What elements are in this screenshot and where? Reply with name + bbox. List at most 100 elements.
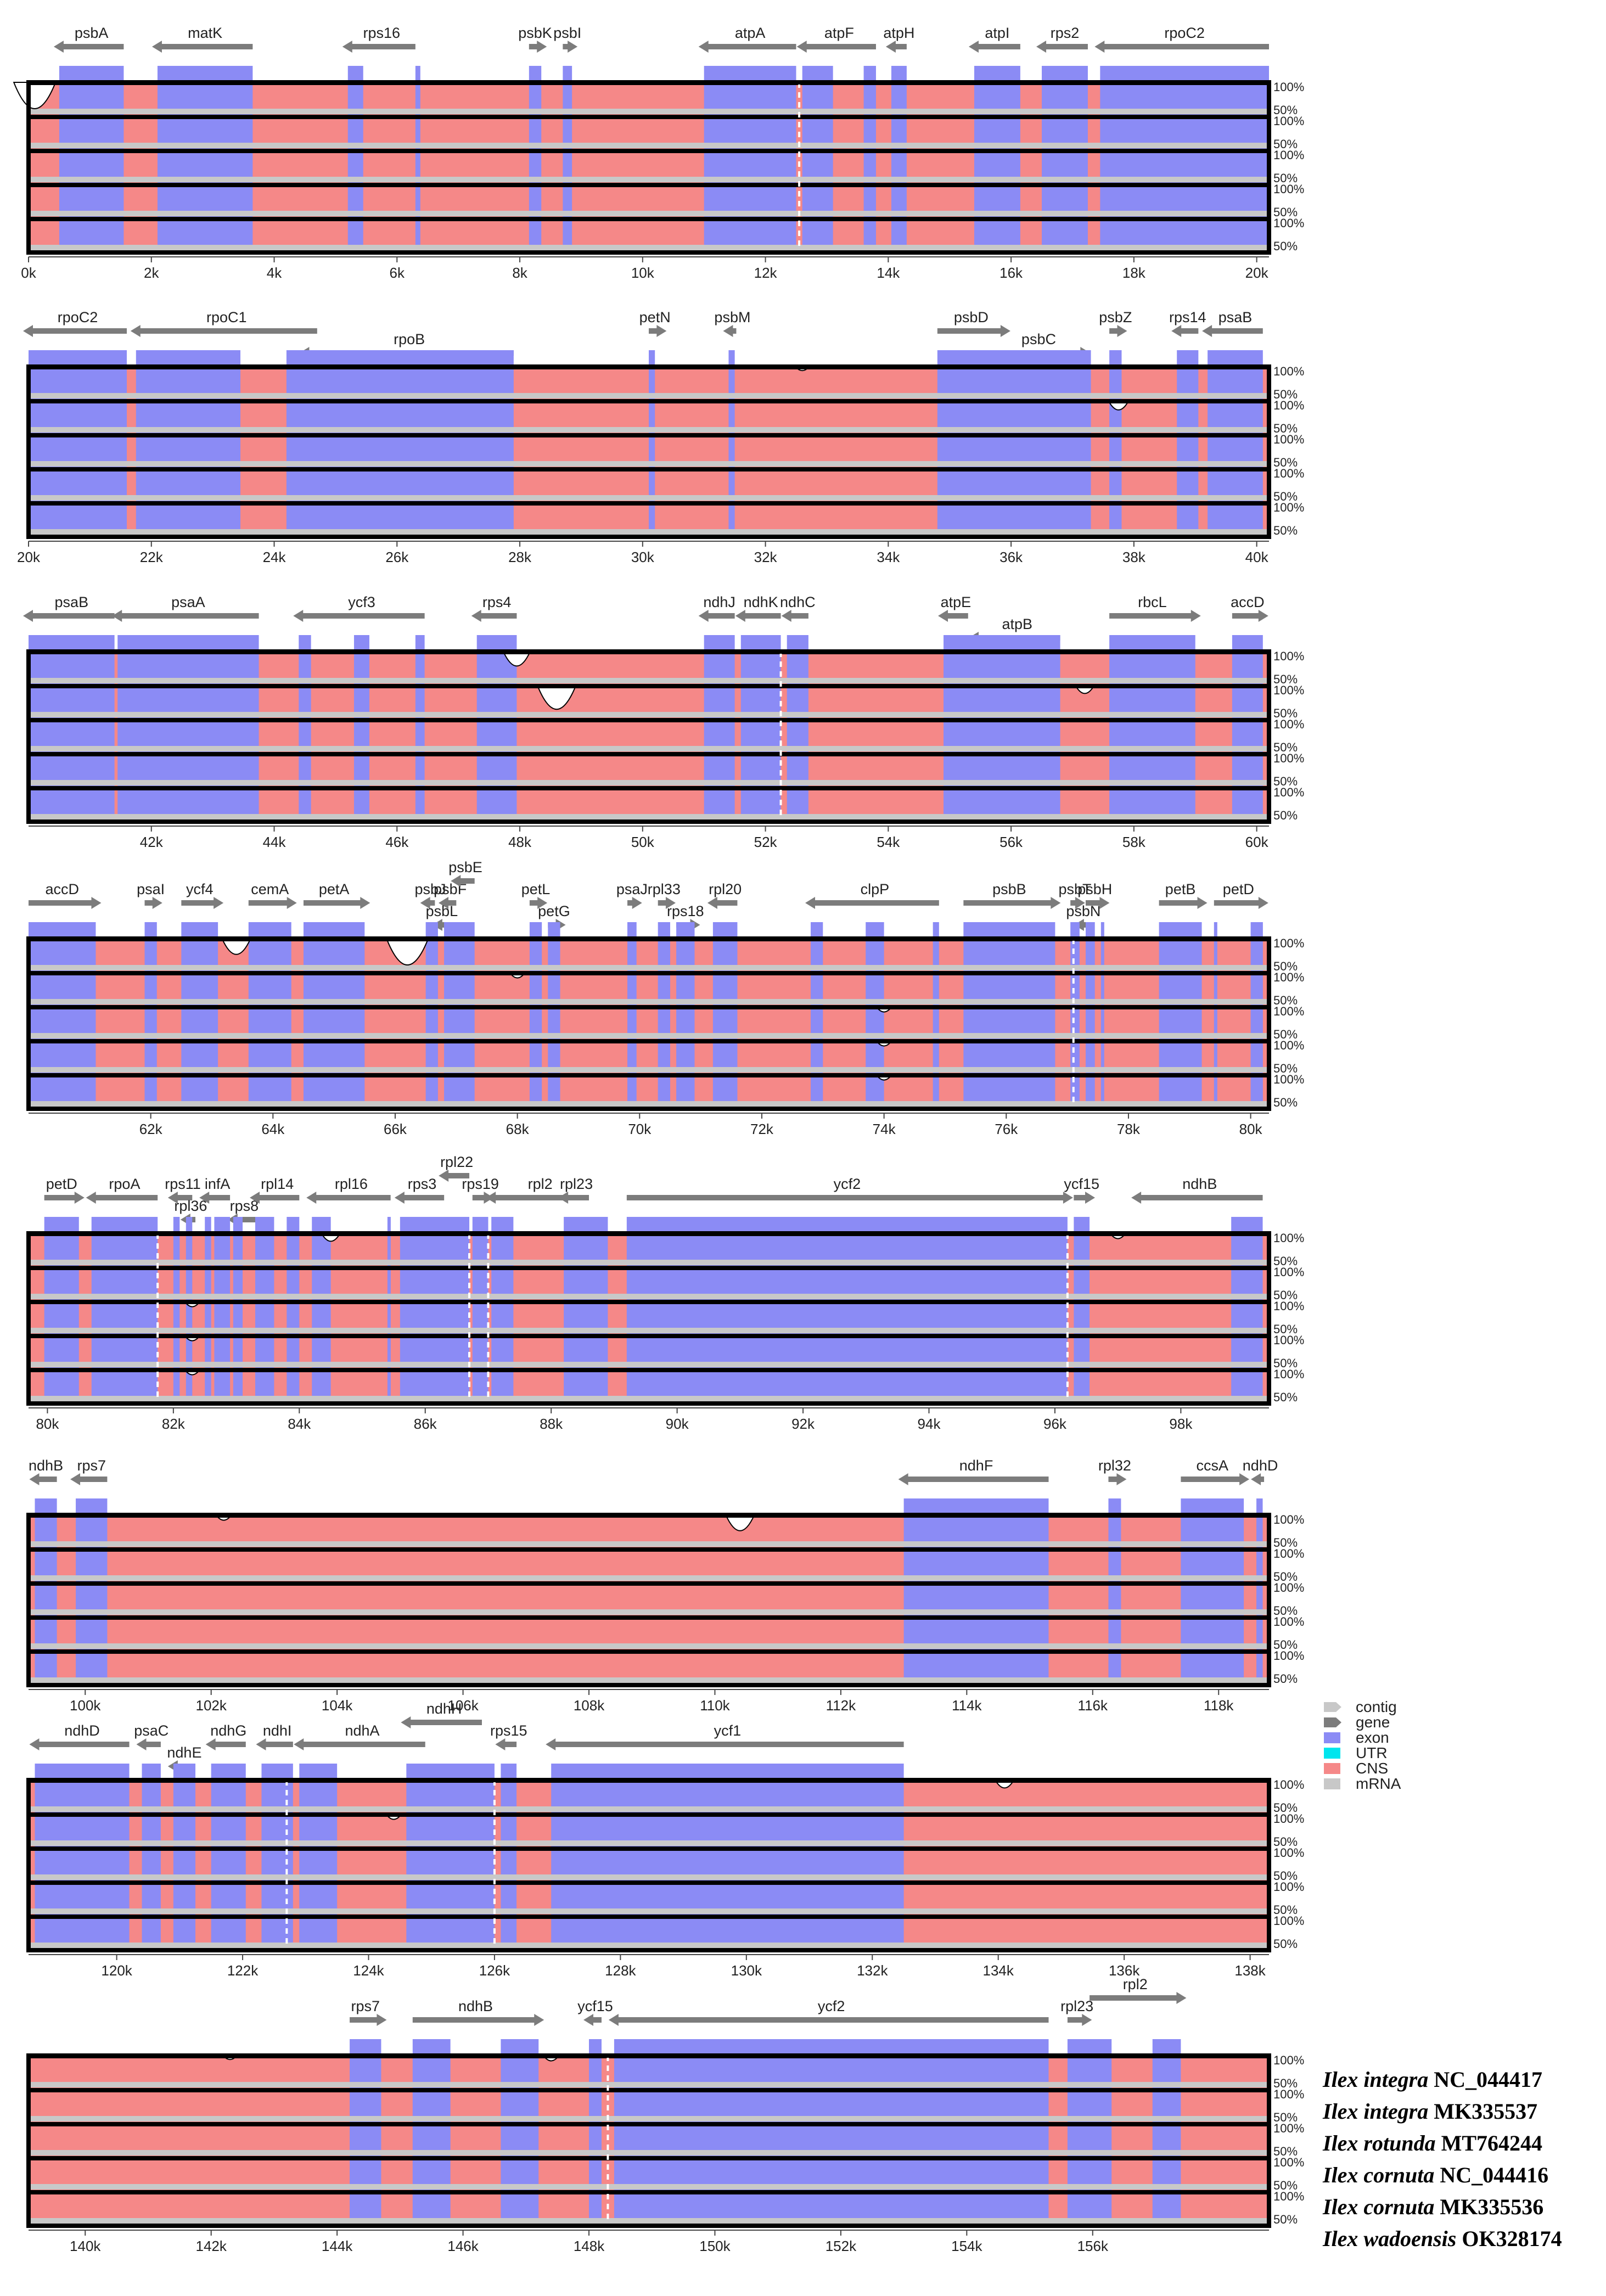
- gene-psbK: psbK: [518, 25, 552, 53]
- gene-ndhD: ndhD: [1243, 1457, 1278, 1485]
- gene-rpl23: rpl23: [558, 1176, 593, 1204]
- gene-ycf15: ycf15: [577, 1998, 613, 2026]
- exon-block-3: [353, 635, 369, 652]
- identity-label-50: 50%: [1273, 706, 1298, 720]
- identity-dip-0: [13, 82, 57, 109]
- tick-label: 128k: [605, 1962, 636, 1979]
- gene-ndhI: ndhI: [256, 1722, 293, 1750]
- exon-block-1: [91, 1217, 158, 1233]
- gene-arrowhead-rpl16: [306, 1192, 317, 1204]
- gene-arrowhead-psbD: [1000, 325, 1010, 337]
- gene-arrowhead-ycf3: [293, 610, 304, 622]
- exon-block-9: [891, 66, 907, 82]
- species-label-5: Ilex cornuta MK335536: [1322, 2194, 1543, 2219]
- tick-label: 112k: [826, 1697, 856, 1714]
- identity-label-100: 100%: [1273, 1880, 1304, 1894]
- identity-label-100: 100%: [1273, 1073, 1304, 1086]
- exon-block-11: [1232, 635, 1263, 652]
- exon-region-21: [1214, 1007, 1217, 1041]
- tick-label: 84k: [288, 1416, 311, 1432]
- exon-block-1: [142, 1764, 161, 1780]
- exon-region-15: [933, 1075, 939, 1109]
- contig-bar: [29, 1609, 1269, 1615]
- gene-psbB: psbB: [963, 881, 1061, 909]
- track-frame: [26, 1513, 1271, 1687]
- tick-label: 132k: [857, 1962, 888, 1979]
- exon-block-5: [425, 922, 438, 939]
- identity-label-50: 50%: [1273, 774, 1298, 788]
- contig-bar: [29, 1033, 1269, 1038]
- exon-block-3: [211, 1764, 246, 1780]
- identity-track-4: 100% 50%: [29, 2155, 1304, 2192]
- exon-region-3: [1108, 1549, 1121, 1583]
- identity-label-50: 50%: [1273, 456, 1298, 469]
- gene-arrowhead-ndhJ: [698, 610, 709, 622]
- gene-arrowhead-matK: [151, 41, 162, 53]
- exon-region-6: [1109, 367, 1122, 401]
- tick-label: 28k: [508, 549, 532, 565]
- gene-arrowhead-ndhA: [294, 1738, 304, 1750]
- exon-region-3: [415, 218, 420, 252]
- gene-arrowhead-rpl32: [1116, 1473, 1127, 1485]
- gene-label-rpl36: rpl36: [174, 1198, 207, 1214]
- exon-region-22: [1250, 1041, 1263, 1075]
- gene-label-ndhD: ndhD: [64, 1722, 100, 1739]
- panel-1: psbA matK rps16 psbK psbI atpA atpF atpH atpI rps…: [13, 25, 1304, 281]
- identity-track-1: 100% 50%: [29, 1513, 1304, 1550]
- gene-arrowhead-psaB: [23, 610, 33, 622]
- identity-label-50: 50%: [1273, 422, 1298, 435]
- identity-label-50: 50%: [1273, 239, 1298, 253]
- gene-arrowhead-ycf1: [546, 1738, 556, 1750]
- gene-label-ndhE: ndhE: [167, 1744, 201, 1761]
- exon-block-22: [1250, 922, 1263, 939]
- exon-block-0: [29, 922, 96, 939]
- identity-label-50: 50%: [1273, 2213, 1298, 2226]
- exon-region-6: [1109, 435, 1122, 469]
- exon-block-1: [157, 66, 253, 82]
- identity-label-50: 50%: [1273, 205, 1298, 219]
- gene-atpA: atpA: [698, 25, 796, 53]
- identity-label-50: 50%: [1273, 490, 1298, 503]
- gene-arrowhead-rpoC1: [130, 325, 141, 337]
- exon-block-2: [173, 1217, 180, 1233]
- contig-bar: [29, 1643, 1269, 1649]
- identity-label-50: 50%: [1273, 137, 1298, 151]
- identity-track-4: 100% 50%: [29, 1038, 1304, 1075]
- exon-region-22: [1250, 939, 1263, 973]
- identity-track-1: 100% 50%: [29, 2053, 1304, 2090]
- tick-label: 100k: [70, 1697, 101, 1714]
- exon-region-13: [811, 1075, 823, 1109]
- legend-label-mrna: mRNA: [1356, 1775, 1401, 1792]
- legend-item-contig: contig: [1324, 1698, 1397, 1715]
- exon-block-0: [44, 1217, 79, 1233]
- tick-label: 104k: [322, 1697, 353, 1714]
- gene-label-psaC: psaC: [134, 1722, 169, 1739]
- gene-label-matK: matK: [188, 25, 222, 41]
- identity-track-5: 100% 50%: [29, 501, 1304, 537]
- exon-block-8: [287, 1217, 300, 1233]
- identity-label-50: 50%: [1273, 524, 1298, 537]
- gene-arrowhead-ndhI: [256, 1738, 266, 1750]
- identity-track-1: 100% 50%: [29, 936, 1304, 973]
- gene-arrowhead-rpl22: [439, 1170, 449, 1182]
- gene-label-rpoC1: rpoC1: [206, 309, 247, 325]
- contig-bar: [29, 177, 1269, 182]
- tick-label: 148k: [574, 2238, 605, 2254]
- gene-label-ndhB: ndhB: [29, 1457, 63, 1474]
- gene-petA: petA: [303, 881, 370, 909]
- exon-block-6: [704, 635, 735, 652]
- exon-region-15: [933, 1007, 939, 1041]
- exon-block-5: [1067, 2039, 1112, 2056]
- tick-label: 6k: [390, 265, 405, 281]
- exon-region-4: [415, 754, 425, 788]
- identity-label-50: 50%: [1273, 1903, 1298, 1917]
- gene-arrowhead-rpl33: [665, 897, 676, 909]
- identity-label-100: 100%: [1273, 1004, 1304, 1018]
- tick-label: 14k: [877, 265, 900, 281]
- gene-label-rps2: rps2: [1051, 25, 1080, 41]
- identity-label-50: 50%: [1273, 1322, 1298, 1336]
- tick-label: 16k: [999, 265, 1023, 281]
- identity-label-50: 50%: [1273, 1356, 1298, 1370]
- track-frame: [26, 1778, 1271, 1952]
